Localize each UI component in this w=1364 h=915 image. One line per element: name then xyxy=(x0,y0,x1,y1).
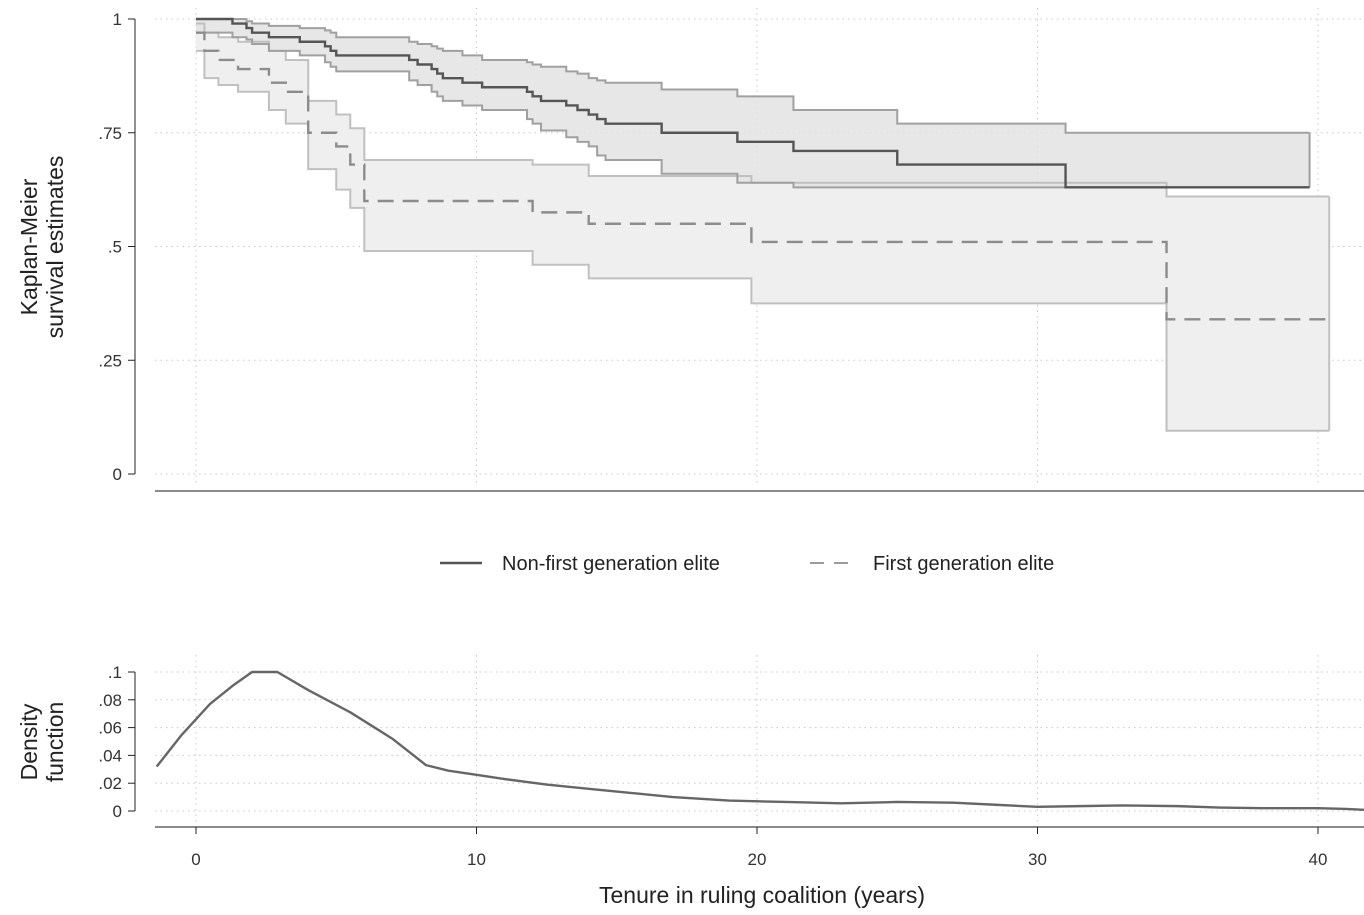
km-y-tick-label: 0 xyxy=(113,465,122,484)
density-panel: 0 .02 .04 .06 .08 .1 0 10 20 30 40 Density functio… xyxy=(16,655,1364,908)
km-ci-band xyxy=(196,23,1330,431)
density-y-tick-label: .04 xyxy=(98,746,122,765)
chart-legend: Non-first generation elite First generat… xyxy=(440,553,1054,575)
density-y-axis-title-line2: function xyxy=(42,702,68,783)
km-ci-lower-line xyxy=(196,31,1310,189)
km-ci-upper-line xyxy=(196,18,1310,134)
km-y-tick-label: .5 xyxy=(108,238,122,257)
km-line-non-first-generation xyxy=(196,17,1310,189)
km-confidence-bands xyxy=(196,18,1331,432)
x-tick-label: 20 xyxy=(748,850,767,869)
density-line-group xyxy=(155,670,1364,812)
density-y-tick-label: .08 xyxy=(98,691,122,710)
x-tick-label: 30 xyxy=(1028,850,1047,869)
density-line xyxy=(155,670,1364,812)
x-tick-label: 0 xyxy=(191,850,200,869)
km-ci-band xyxy=(196,19,1310,188)
km-axes: 0 .25 .5 .75 1 xyxy=(98,10,1364,492)
density-y-tick-label: .02 xyxy=(98,774,122,793)
density-y-tick-label: 0 xyxy=(113,802,122,821)
km-survival-panel: 0 .25 .5 .75 1 Kaplan-Meier survival estimat… xyxy=(16,8,1364,492)
density-axes: 0 .02 .04 .06 .08 .1 0 10 20 30 40 xyxy=(98,663,1364,869)
km-ci-lower-line xyxy=(196,49,1330,432)
km-line-first-generation xyxy=(196,31,1330,321)
density-grid xyxy=(155,655,1364,822)
density-y-axis-title-line1: Density xyxy=(16,703,42,780)
legend-label-first-generation: First generation elite xyxy=(873,553,1054,575)
km-y-tick-label: .75 xyxy=(98,124,122,143)
km-y-axis-title-line2: survival estimates xyxy=(42,156,68,339)
x-tick-label: 40 xyxy=(1309,850,1328,869)
density-y-tick-label: .06 xyxy=(98,719,122,738)
legend-label-non-first-generation: Non-first generation elite xyxy=(502,553,720,575)
km-y-tick-label: .25 xyxy=(98,351,122,370)
km-y-axis-title-line1: Kaplan-Meier xyxy=(16,178,42,315)
km-survival-lines xyxy=(196,17,1330,321)
x-tick-label: 10 xyxy=(467,850,486,869)
density-y-tick-label: .1 xyxy=(108,663,122,682)
km-ci-upper-line xyxy=(196,22,1330,198)
x-axis-title: Tenure in ruling coalition (years) xyxy=(599,882,925,908)
km-y-tick-label: 1 xyxy=(113,10,122,29)
